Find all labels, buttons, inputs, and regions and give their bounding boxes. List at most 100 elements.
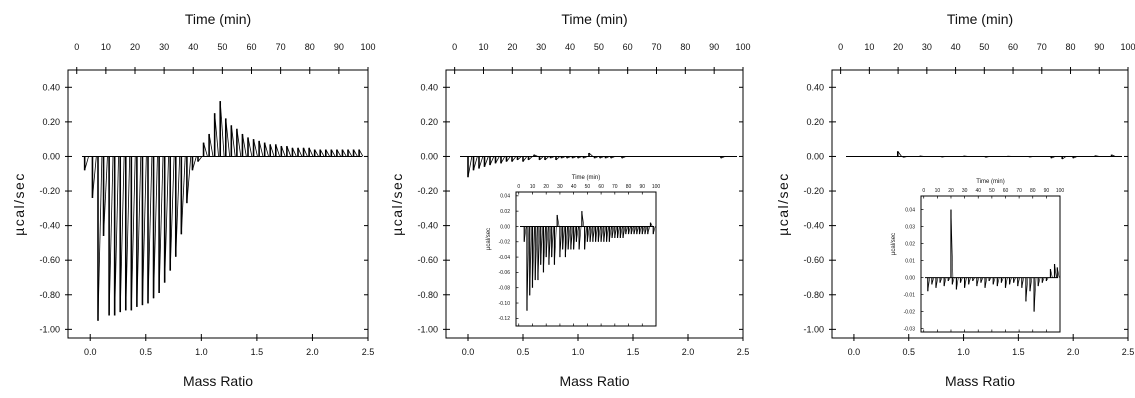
x2-tick-label: 30 (922, 42, 932, 52)
data-decay (500, 156, 506, 164)
data-decay (330, 149, 336, 157)
inset-frame (515, 191, 657, 327)
data-decay (1111, 154, 1116, 157)
inset-data-decay (1056, 267, 1060, 278)
x-tick-label: 0.5 (140, 347, 153, 357)
y-tick-label: -0.80 (417, 290, 438, 300)
x2-tick-label: 0 (838, 42, 843, 52)
inset-y-tick-label: 0.02 (905, 241, 915, 247)
x-tick-label: 2.5 (362, 347, 375, 357)
x-tick-label: 1.0 (572, 347, 585, 357)
inset-y-tick-label: 0.04 (500, 194, 510, 200)
data-decay (180, 156, 186, 235)
x2-tick-label: 90 (709, 42, 719, 52)
inset-data-decay (943, 277, 947, 287)
data-decay (985, 156, 990, 158)
y-tick-label: -0.60 (417, 255, 438, 265)
x2-axis-title: Time (min) (185, 11, 251, 27)
inset-data-decay (1037, 277, 1041, 287)
inset-data-decay (622, 226, 626, 238)
plot-frame (831, 69, 1129, 339)
inset-data-decay (1042, 277, 1045, 283)
x-tick-label: 1.0 (195, 347, 208, 357)
data-decay (495, 156, 500, 164)
x-tick-label: 0.0 (462, 347, 475, 357)
data-decay (489, 156, 495, 166)
x2-axis-title: Time (min) (947, 11, 1013, 27)
inset-x2-tick-label: 40 (571, 184, 577, 190)
inset-data-decay (587, 226, 590, 242)
inset-x2-tick-label: 70 (612, 184, 618, 190)
inset-data-decay (931, 277, 935, 285)
inset-data-decay (625, 226, 629, 235)
data-decay (919, 155, 924, 157)
y-tick-label: 0.00 (420, 151, 438, 161)
data-decay (599, 156, 605, 159)
y-tick-label: -0.20 (417, 186, 438, 196)
x2-tick-label: 50 (979, 42, 989, 52)
inset-data-decay (620, 226, 623, 238)
inset-data-decay (556, 214, 560, 227)
y-tick-label: -1.00 (417, 324, 438, 334)
inset-data-decay (633, 226, 637, 235)
inset-data-decay (559, 226, 563, 258)
data-decay (533, 154, 539, 157)
inset-data-decay (598, 226, 601, 242)
data-decay (136, 156, 142, 307)
inset-y-tick-label: -0.10 (499, 301, 511, 307)
data-decay (236, 128, 242, 157)
inset-data-decay (652, 226, 656, 235)
x2-tick-label: 30 (536, 42, 546, 52)
x2-tick-label: 90 (1094, 42, 1104, 52)
x2-axis-title: Time (min) (561, 11, 627, 27)
data-decay (264, 142, 269, 157)
y-tick-label: -0.80 (39, 290, 60, 300)
inset-data-decay (592, 226, 596, 242)
inset-data-decay (537, 226, 541, 281)
data-decay (539, 156, 544, 161)
inset-data-decay (551, 226, 554, 258)
inset-x2-tick-label: 0 (922, 188, 925, 194)
data-decay (97, 156, 103, 321)
inset-data-decay (952, 277, 955, 285)
data-decay (544, 156, 550, 161)
inset-data-decay (997, 277, 1000, 287)
data-decay (108, 156, 114, 316)
x-axis-title: Mass Ratio (945, 373, 1015, 389)
x2-tick-label: 60 (246, 42, 256, 52)
inset-x2-axis-title: Time (min) (976, 179, 1004, 185)
inset-data-decay (980, 277, 984, 283)
x2-tick-label: 0 (74, 42, 79, 52)
data-decay (572, 156, 577, 159)
data-decay (253, 139, 258, 157)
x2-tick-label: 100 (735, 42, 750, 52)
x2-tick-label: 30 (159, 42, 169, 52)
inset-y-tick-label: 0.04 (905, 207, 915, 213)
data-decay (610, 156, 616, 159)
inset-y-tick-label: -0.02 (499, 240, 511, 246)
inset-x2-tick-label: 60 (598, 184, 604, 190)
inset-x2-tick-label: 30 (557, 184, 563, 190)
x-axis-title: Mass Ratio (559, 373, 629, 389)
data-decay (342, 149, 347, 157)
x-tick-label: 1.5 (251, 347, 264, 357)
inset-data-decay (565, 226, 568, 258)
data-decay (303, 147, 308, 157)
data-decay (588, 152, 594, 157)
x-tick-label: 1.5 (627, 347, 640, 357)
inset-x2-tick-label: 40 (975, 188, 981, 194)
plot-frame (67, 69, 369, 339)
x-tick-label: 0.5 (902, 347, 915, 357)
y-tick-label: -0.20 (39, 186, 60, 196)
inset-data-decay (534, 226, 538, 281)
data-decay (550, 156, 555, 159)
data-decay (225, 118, 231, 157)
inset-data-decay (647, 226, 650, 235)
data-decay (594, 156, 599, 159)
plot-frame (445, 69, 744, 339)
x-tick-label: 2.0 (682, 347, 695, 357)
data-decay (92, 156, 97, 198)
inset-data-decay (589, 226, 593, 242)
inset-data-decay (532, 226, 535, 288)
inset-data-decay (584, 226, 587, 250)
